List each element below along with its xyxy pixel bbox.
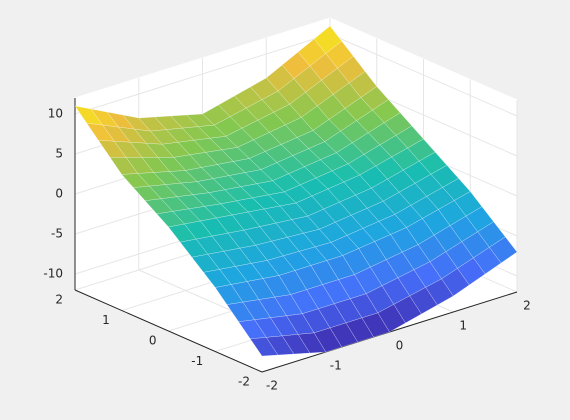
x-tick-label: -2 [266, 379, 278, 393]
x-tick-label: 1 [459, 319, 467, 333]
y-tick-label: 2 [55, 293, 63, 307]
x-tick-label: 0 [396, 339, 404, 353]
surface-patch [249, 337, 279, 357]
z-tick-label: 10 [48, 107, 63, 121]
y-tick-label: -1 [191, 354, 203, 368]
z-tick-label: 5 [55, 147, 63, 161]
y-tick-label: 1 [102, 313, 110, 327]
x-tick-label: 2 [523, 299, 531, 313]
z-tick-label: -5 [51, 227, 63, 241]
y-tick-label: 0 [149, 334, 157, 348]
x-tick-label: -1 [330, 359, 342, 373]
z-tick-label: 0 [55, 187, 63, 201]
axis-line [74, 289, 263, 373]
y-tick-label: -2 [238, 375, 250, 389]
z-tick-label: -10 [43, 267, 63, 281]
